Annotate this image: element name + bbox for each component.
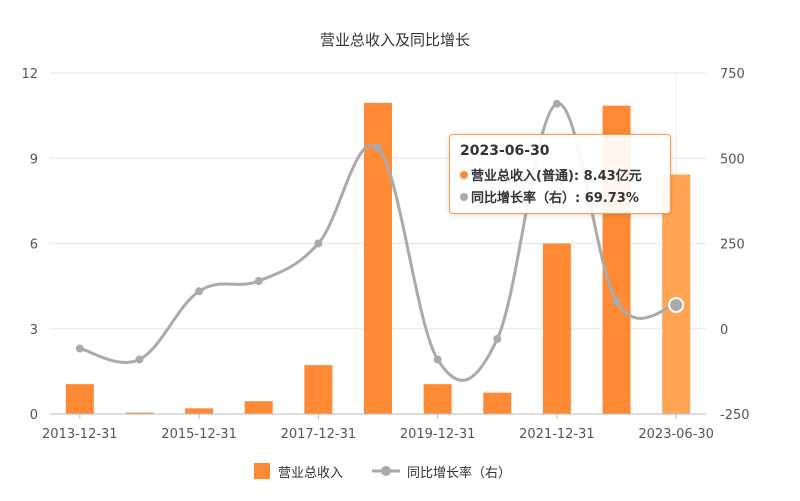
bar bbox=[185, 408, 213, 414]
legend-bar-label[interactable]: 营业总收入 bbox=[278, 466, 343, 481]
tooltip-row-revenue: 营业总收入(普通): 8.43亿元 bbox=[460, 165, 660, 184]
line-point bbox=[76, 345, 84, 353]
y-left-tick-label: 3 bbox=[30, 323, 38, 338]
line-point bbox=[493, 335, 501, 343]
y-right-tick-label: 500 bbox=[720, 152, 745, 167]
bar bbox=[66, 384, 94, 414]
y-left-tick-label: 0 bbox=[30, 408, 38, 423]
x-tick-label: 2019-12-31 bbox=[400, 427, 476, 442]
tooltip-bar-dot-icon bbox=[460, 171, 468, 179]
tooltip-date: 2023-06-30 bbox=[460, 143, 660, 159]
tooltip-growth-text: 同比增长率（右）: 69.73% bbox=[471, 187, 639, 206]
y-left-tick-label: 12 bbox=[21, 67, 38, 82]
y-left-tick-label: 9 bbox=[30, 152, 38, 167]
line-point bbox=[613, 297, 621, 305]
line-point bbox=[434, 355, 442, 363]
bar bbox=[245, 401, 273, 414]
x-tick-label: 2023-06-30 bbox=[638, 427, 714, 442]
tooltip-row-growth: 同比增长率（右）: 69.73% bbox=[460, 187, 660, 206]
line-point bbox=[374, 144, 382, 152]
bar bbox=[483, 393, 511, 414]
x-tick-label: 2013-12-31 bbox=[42, 427, 118, 442]
line-point bbox=[135, 355, 143, 363]
bar bbox=[304, 365, 332, 414]
y-right-tick-label: 750 bbox=[720, 67, 745, 82]
tooltip: 2023-06-30 营业总收入(普通): 8.43亿元 同比增长率（右）: 6… bbox=[449, 134, 671, 214]
y-right-tick-label: 250 bbox=[720, 238, 745, 253]
chart-title: 营业总收入及同比增长 bbox=[320, 31, 470, 49]
line-point bbox=[255, 277, 263, 285]
line-point bbox=[553, 100, 561, 108]
y-left-tick-label: 6 bbox=[30, 238, 38, 253]
y-right-tick-label: -250 bbox=[720, 408, 750, 423]
legend-line-marker bbox=[381, 466, 391, 476]
tooltip-revenue-text: 营业总收入(普通): 8.43亿元 bbox=[471, 165, 642, 184]
bar bbox=[424, 384, 452, 414]
legend-line-label[interactable]: 同比增长率（右） bbox=[407, 465, 511, 481]
x-tick-label: 2021-12-31 bbox=[519, 427, 595, 442]
line-point bbox=[195, 287, 203, 295]
legend-bar-swatch bbox=[254, 463, 270, 479]
line-point bbox=[314, 240, 322, 248]
x-tick-label: 2015-12-31 bbox=[161, 427, 237, 442]
legend: 营业总收入 同比增长率（右） bbox=[254, 463, 511, 481]
line-point-highlighted bbox=[669, 298, 683, 312]
x-tick-label: 2017-12-31 bbox=[281, 427, 357, 442]
bar bbox=[543, 244, 571, 415]
y-right-tick-label: 0 bbox=[720, 323, 728, 338]
tooltip-line-dot-icon bbox=[460, 193, 468, 201]
